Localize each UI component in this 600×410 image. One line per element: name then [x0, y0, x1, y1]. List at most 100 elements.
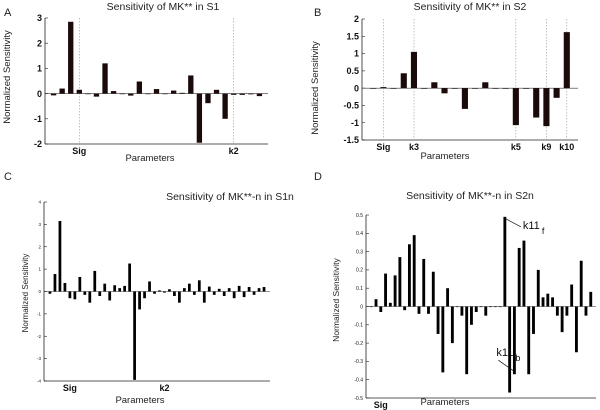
panel-d-bar — [474, 306, 478, 312]
panel-d-bar — [479, 306, 483, 308]
panel-b-bar — [410, 51, 418, 89]
panel-b-y-tick-label: -0.5 — [343, 101, 359, 111]
panel-c-bar — [262, 287, 266, 292]
panel-d-bar — [417, 306, 421, 314]
panel-b-bar — [400, 73, 407, 89]
panel-c-bar — [232, 291, 236, 299]
panel-d-annotation-subscript: f — [542, 226, 545, 236]
panel-c-bar — [187, 283, 191, 292]
panel-d-bar — [555, 306, 559, 316]
panel-c-y-tick-label: 2 — [38, 244, 41, 249]
panel-d-bar — [369, 306, 373, 308]
panel-a-param-label: k2 — [229, 146, 239, 156]
panel-c-bar — [227, 288, 231, 292]
panel-c-bar — [108, 291, 112, 301]
panel-a-y-tick-label: 3 — [37, 13, 42, 23]
panel-c: C Sensitivity of MK**-n in S1n Normalize… — [4, 171, 294, 406]
panel-c-bar — [183, 288, 186, 292]
panel-d-bar — [470, 306, 473, 325]
panel-d-y-tick-label: 0.3 — [356, 249, 363, 255]
panel-b-bar — [522, 88, 530, 89]
panel-d-bar — [512, 306, 516, 375]
panel-c-y-tick-label: 3 — [38, 222, 41, 227]
panel-b-y-tick-label: 1 — [354, 49, 359, 59]
panel-c-bar — [143, 291, 146, 299]
panel-d-bar — [493, 306, 497, 308]
panel-d-bar — [427, 306, 430, 314]
panel-a-letter: A — [4, 7, 12, 19]
panel-c-bar — [68, 291, 72, 299]
panel-c-plot: -4 -3 -2 -1 0 1 2 3 4 Sig k2 — [37, 200, 270, 393]
panel-c-y-tick-label: -4 — [37, 379, 41, 384]
panel-b-bar — [472, 88, 479, 89]
panel-c-bar — [78, 276, 82, 292]
panel-d-bar — [422, 258, 426, 307]
panel-a-title: Sensitivity of MK** in S1 — [107, 1, 220, 13]
panel-a-bar — [170, 90, 177, 94]
panel-c-bar — [138, 291, 141, 310]
panel-c-bar — [103, 283, 107, 292]
panel-a-y-tick-label: 1 — [37, 64, 42, 74]
panel-c-bar — [257, 288, 261, 292]
panel-a-bar — [68, 21, 74, 94]
panel-c-title: Sensitivity of MK**-n in S1n — [166, 191, 294, 203]
panel-a-bar — [179, 92, 185, 94]
panel-c-bar — [53, 274, 57, 292]
panel-c-bar — [192, 291, 196, 295]
panel-b-bar — [512, 88, 519, 126]
panel-b-y-tick-label: -1.5 — [343, 135, 359, 145]
panel-c-bar — [252, 291, 256, 295]
panel-b-bar — [563, 32, 570, 89]
panel-a-bar — [119, 93, 125, 95]
panel-d-bar — [465, 306, 469, 375]
panel-b-bar — [461, 88, 468, 109]
panel-d-bar — [412, 235, 416, 307]
panel-c-bar — [237, 285, 241, 292]
panel-d-bar — [503, 216, 507, 307]
panel-a-bar — [188, 75, 194, 94]
panel-a-y-tick-label: 2 — [37, 38, 42, 48]
panel-b-letter: B — [314, 7, 321, 19]
panel-c-bar — [168, 289, 171, 292]
panel-d-bar — [508, 306, 512, 393]
panel-c-y-tick-label: -3 — [37, 356, 41, 361]
panel-a-bar — [162, 93, 168, 95]
panel-b-bar — [441, 88, 448, 94]
panel-d-bar — [584, 306, 588, 316]
panel-c-y-tick-label: 1 — [38, 267, 41, 272]
panel-a-bar — [76, 89, 82, 94]
panel-d-bar — [589, 291, 593, 307]
panel-b-title: Sensitivity of MK** in S2 — [414, 1, 527, 13]
panel-b-param-label: k3 — [409, 142, 419, 152]
panel-d-xlabel: Parameters — [420, 397, 469, 408]
panel-d-bar — [384, 273, 387, 307]
panel-c-bar — [123, 285, 127, 292]
panel-a: A Sensitivity of MK** in S1 Normalized S… — [2, 1, 268, 164]
panel-c-bar — [207, 286, 211, 292]
panel-d-bar — [579, 260, 583, 307]
panel-d-bar — [532, 306, 535, 334]
panel-b-bar — [451, 88, 458, 89]
panel-c-y-tick-label: 4 — [38, 200, 41, 205]
panel-b-bar — [380, 87, 387, 89]
panel-b-y-tick-label: -1 — [351, 118, 359, 128]
panel-d-y-tick-label: -0.3 — [354, 359, 363, 365]
panel-d-y-tick-label: -0.4 — [354, 377, 363, 383]
panel-d-bar — [379, 306, 383, 312]
panel-a-bar — [213, 89, 220, 94]
panel-b-bar — [390, 88, 397, 89]
panel-d-bar — [393, 275, 397, 307]
panel-d-annotation-subscript: b — [515, 353, 520, 363]
panel-c-bar — [63, 282, 67, 292]
panel-b-bar — [543, 88, 550, 127]
panel-d-ylabel: Normalized Sensitivity — [331, 257, 341, 341]
panel-c-ylabel: Normalized Sensitivity — [21, 254, 30, 333]
panel-d-bar — [527, 306, 531, 375]
panel-c-param-label: k2 — [159, 383, 169, 393]
panel-c-bar — [173, 291, 176, 296]
panel-b-param-label: k10 — [559, 142, 574, 152]
panel-d-bar — [484, 306, 488, 316]
panel-c-bar — [93, 270, 97, 292]
panel-a-ylabel: Normalized Sensitivity — [2, 30, 13, 124]
